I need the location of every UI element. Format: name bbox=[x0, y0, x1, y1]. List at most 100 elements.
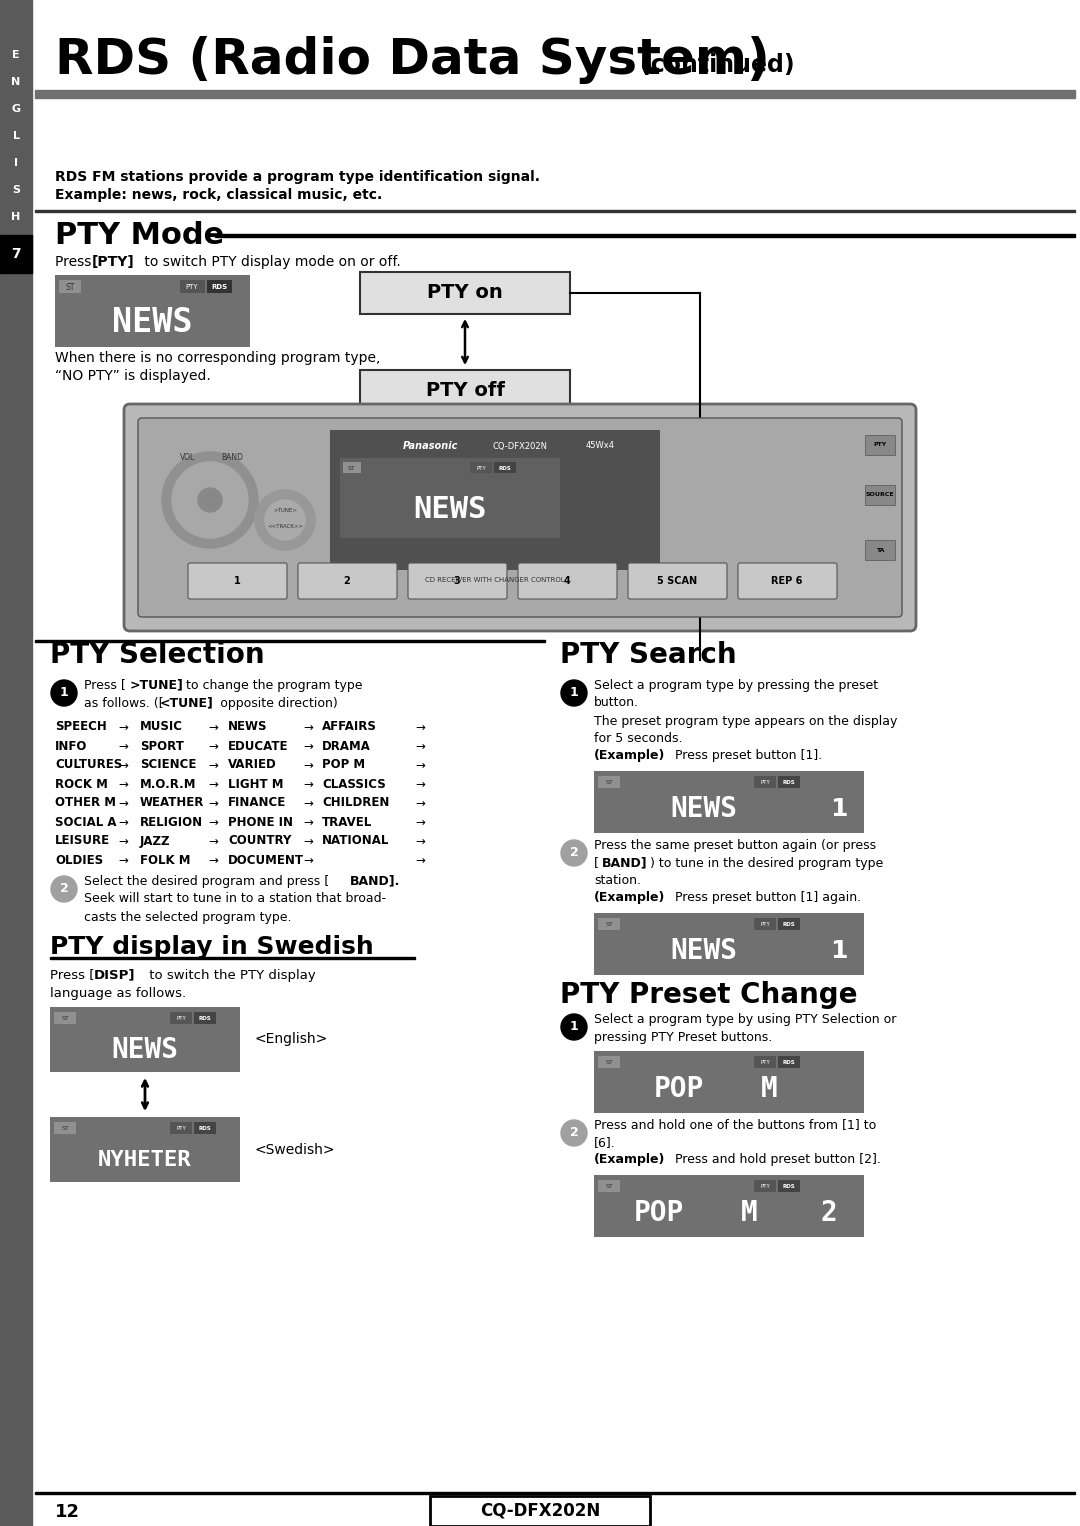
Text: <TUNE]: <TUNE] bbox=[160, 696, 214, 710]
Text: REP 6: REP 6 bbox=[771, 575, 802, 586]
Text: M: M bbox=[760, 1074, 778, 1103]
Text: 1: 1 bbox=[569, 687, 579, 699]
Text: INFO: INFO bbox=[55, 740, 87, 752]
Bar bbox=[598, 919, 620, 929]
Text: BAND]: BAND] bbox=[602, 856, 648, 870]
Text: ST: ST bbox=[605, 780, 612, 784]
Text: WEATHER: WEATHER bbox=[140, 797, 204, 809]
Text: MUSIC: MUSIC bbox=[140, 720, 183, 734]
Text: RDS: RDS bbox=[783, 1184, 795, 1189]
Bar bbox=[778, 1056, 800, 1068]
Bar bbox=[360, 272, 570, 314]
Bar bbox=[35, 90, 1075, 98]
Text: →: → bbox=[118, 853, 127, 867]
Text: →: → bbox=[303, 797, 313, 809]
Text: 1: 1 bbox=[831, 938, 848, 963]
Text: 2: 2 bbox=[343, 575, 350, 586]
Text: PTY Reception: PTY Reception bbox=[777, 116, 1024, 145]
Text: [6].: [6]. bbox=[594, 1137, 616, 1149]
Text: H: H bbox=[12, 212, 21, 221]
Text: ST: ST bbox=[65, 282, 75, 291]
Bar bbox=[0, 235, 32, 273]
Text: PTY Reception: PTY Reception bbox=[779, 114, 1050, 148]
Text: →: → bbox=[415, 758, 424, 772]
Text: 2: 2 bbox=[569, 1126, 579, 1140]
Bar bbox=[170, 1122, 192, 1134]
Text: 1: 1 bbox=[831, 797, 848, 821]
Text: →: → bbox=[208, 778, 218, 790]
Bar bbox=[180, 279, 205, 293]
Text: M: M bbox=[741, 1199, 757, 1227]
Bar bbox=[598, 1056, 620, 1068]
Text: The preset program type appears on the display: The preset program type appears on the d… bbox=[594, 714, 897, 728]
Text: SOURCE: SOURCE bbox=[866, 493, 894, 497]
Text: →: → bbox=[118, 758, 127, 772]
Text: DRAMA: DRAMA bbox=[322, 740, 370, 752]
Text: PTY: PTY bbox=[760, 1184, 770, 1189]
FancyBboxPatch shape bbox=[298, 563, 397, 600]
Circle shape bbox=[561, 1120, 588, 1146]
Text: →: → bbox=[208, 835, 218, 847]
Text: Press the same preset button again (or press: Press the same preset button again (or p… bbox=[594, 838, 876, 852]
Text: ROCK M: ROCK M bbox=[55, 778, 108, 790]
Text: EDUCATE: EDUCATE bbox=[228, 740, 288, 752]
Text: (Program Type): (Program Type) bbox=[926, 122, 1080, 140]
Text: station.: station. bbox=[594, 874, 642, 888]
Bar bbox=[343, 462, 361, 473]
Text: for 5 seconds.: for 5 seconds. bbox=[594, 732, 683, 746]
Text: TA: TA bbox=[876, 548, 885, 552]
Text: CQ-DFX202N: CQ-DFX202N bbox=[492, 441, 548, 450]
Text: →: → bbox=[415, 740, 424, 752]
Text: as follows. ([: as follows. ([ bbox=[84, 696, 164, 710]
Text: ST: ST bbox=[348, 465, 356, 470]
Text: →: → bbox=[415, 853, 424, 867]
Text: casts the selected program type.: casts the selected program type. bbox=[84, 911, 292, 923]
Bar bbox=[194, 1122, 216, 1134]
Text: ST: ST bbox=[605, 1184, 612, 1189]
Text: →: → bbox=[303, 815, 313, 829]
Bar bbox=[215, 233, 1075, 237]
Bar bbox=[754, 1180, 777, 1192]
Text: OTHER M: OTHER M bbox=[55, 797, 116, 809]
Circle shape bbox=[172, 462, 248, 539]
Text: AFFAIRS: AFFAIRS bbox=[322, 720, 377, 734]
Text: RDS: RDS bbox=[783, 780, 795, 784]
Text: 45Wx4: 45Wx4 bbox=[585, 441, 615, 450]
Text: PHONE IN: PHONE IN bbox=[228, 815, 293, 829]
Bar bbox=[194, 1012, 216, 1024]
Text: CLASSICS: CLASSICS bbox=[322, 778, 386, 790]
Text: →: → bbox=[415, 815, 424, 829]
Text: [: [ bbox=[594, 856, 599, 870]
Bar bbox=[598, 777, 620, 787]
Text: 5 SCAN: 5 SCAN bbox=[657, 575, 697, 586]
Text: VOL: VOL bbox=[180, 453, 195, 462]
Text: ST: ST bbox=[605, 922, 612, 926]
Text: 4: 4 bbox=[564, 575, 570, 586]
Text: pressing PTY Preset buttons.: pressing PTY Preset buttons. bbox=[594, 1030, 772, 1044]
Text: SOCIAL A: SOCIAL A bbox=[55, 815, 117, 829]
Bar bbox=[754, 919, 777, 929]
Text: PTY off: PTY off bbox=[426, 382, 504, 400]
Text: RDS FM stations provide a program type identification signal.: RDS FM stations provide a program type i… bbox=[55, 169, 540, 185]
Text: ST: ST bbox=[62, 1015, 69, 1021]
Text: <Swedish>: <Swedish> bbox=[255, 1143, 336, 1157]
Text: RDS: RDS bbox=[499, 465, 511, 470]
Text: I: I bbox=[14, 159, 18, 168]
Bar bbox=[865, 435, 895, 455]
Text: FINANCE: FINANCE bbox=[228, 797, 286, 809]
Text: →: → bbox=[415, 778, 424, 790]
Text: (Example): (Example) bbox=[594, 749, 665, 763]
Bar bbox=[54, 1012, 76, 1024]
Text: 1: 1 bbox=[59, 687, 68, 699]
Text: M.O.R.M: M.O.R.M bbox=[140, 778, 197, 790]
Text: NEWS: NEWS bbox=[228, 720, 268, 734]
Bar bbox=[340, 458, 561, 539]
Bar bbox=[50, 1007, 240, 1071]
Text: VARIED: VARIED bbox=[228, 758, 276, 772]
Text: RELIGION: RELIGION bbox=[140, 815, 203, 829]
Bar bbox=[207, 279, 232, 293]
Text: JAZZ: JAZZ bbox=[140, 835, 171, 847]
Text: RDS: RDS bbox=[211, 284, 227, 290]
Circle shape bbox=[561, 1013, 588, 1041]
Bar bbox=[594, 913, 864, 975]
